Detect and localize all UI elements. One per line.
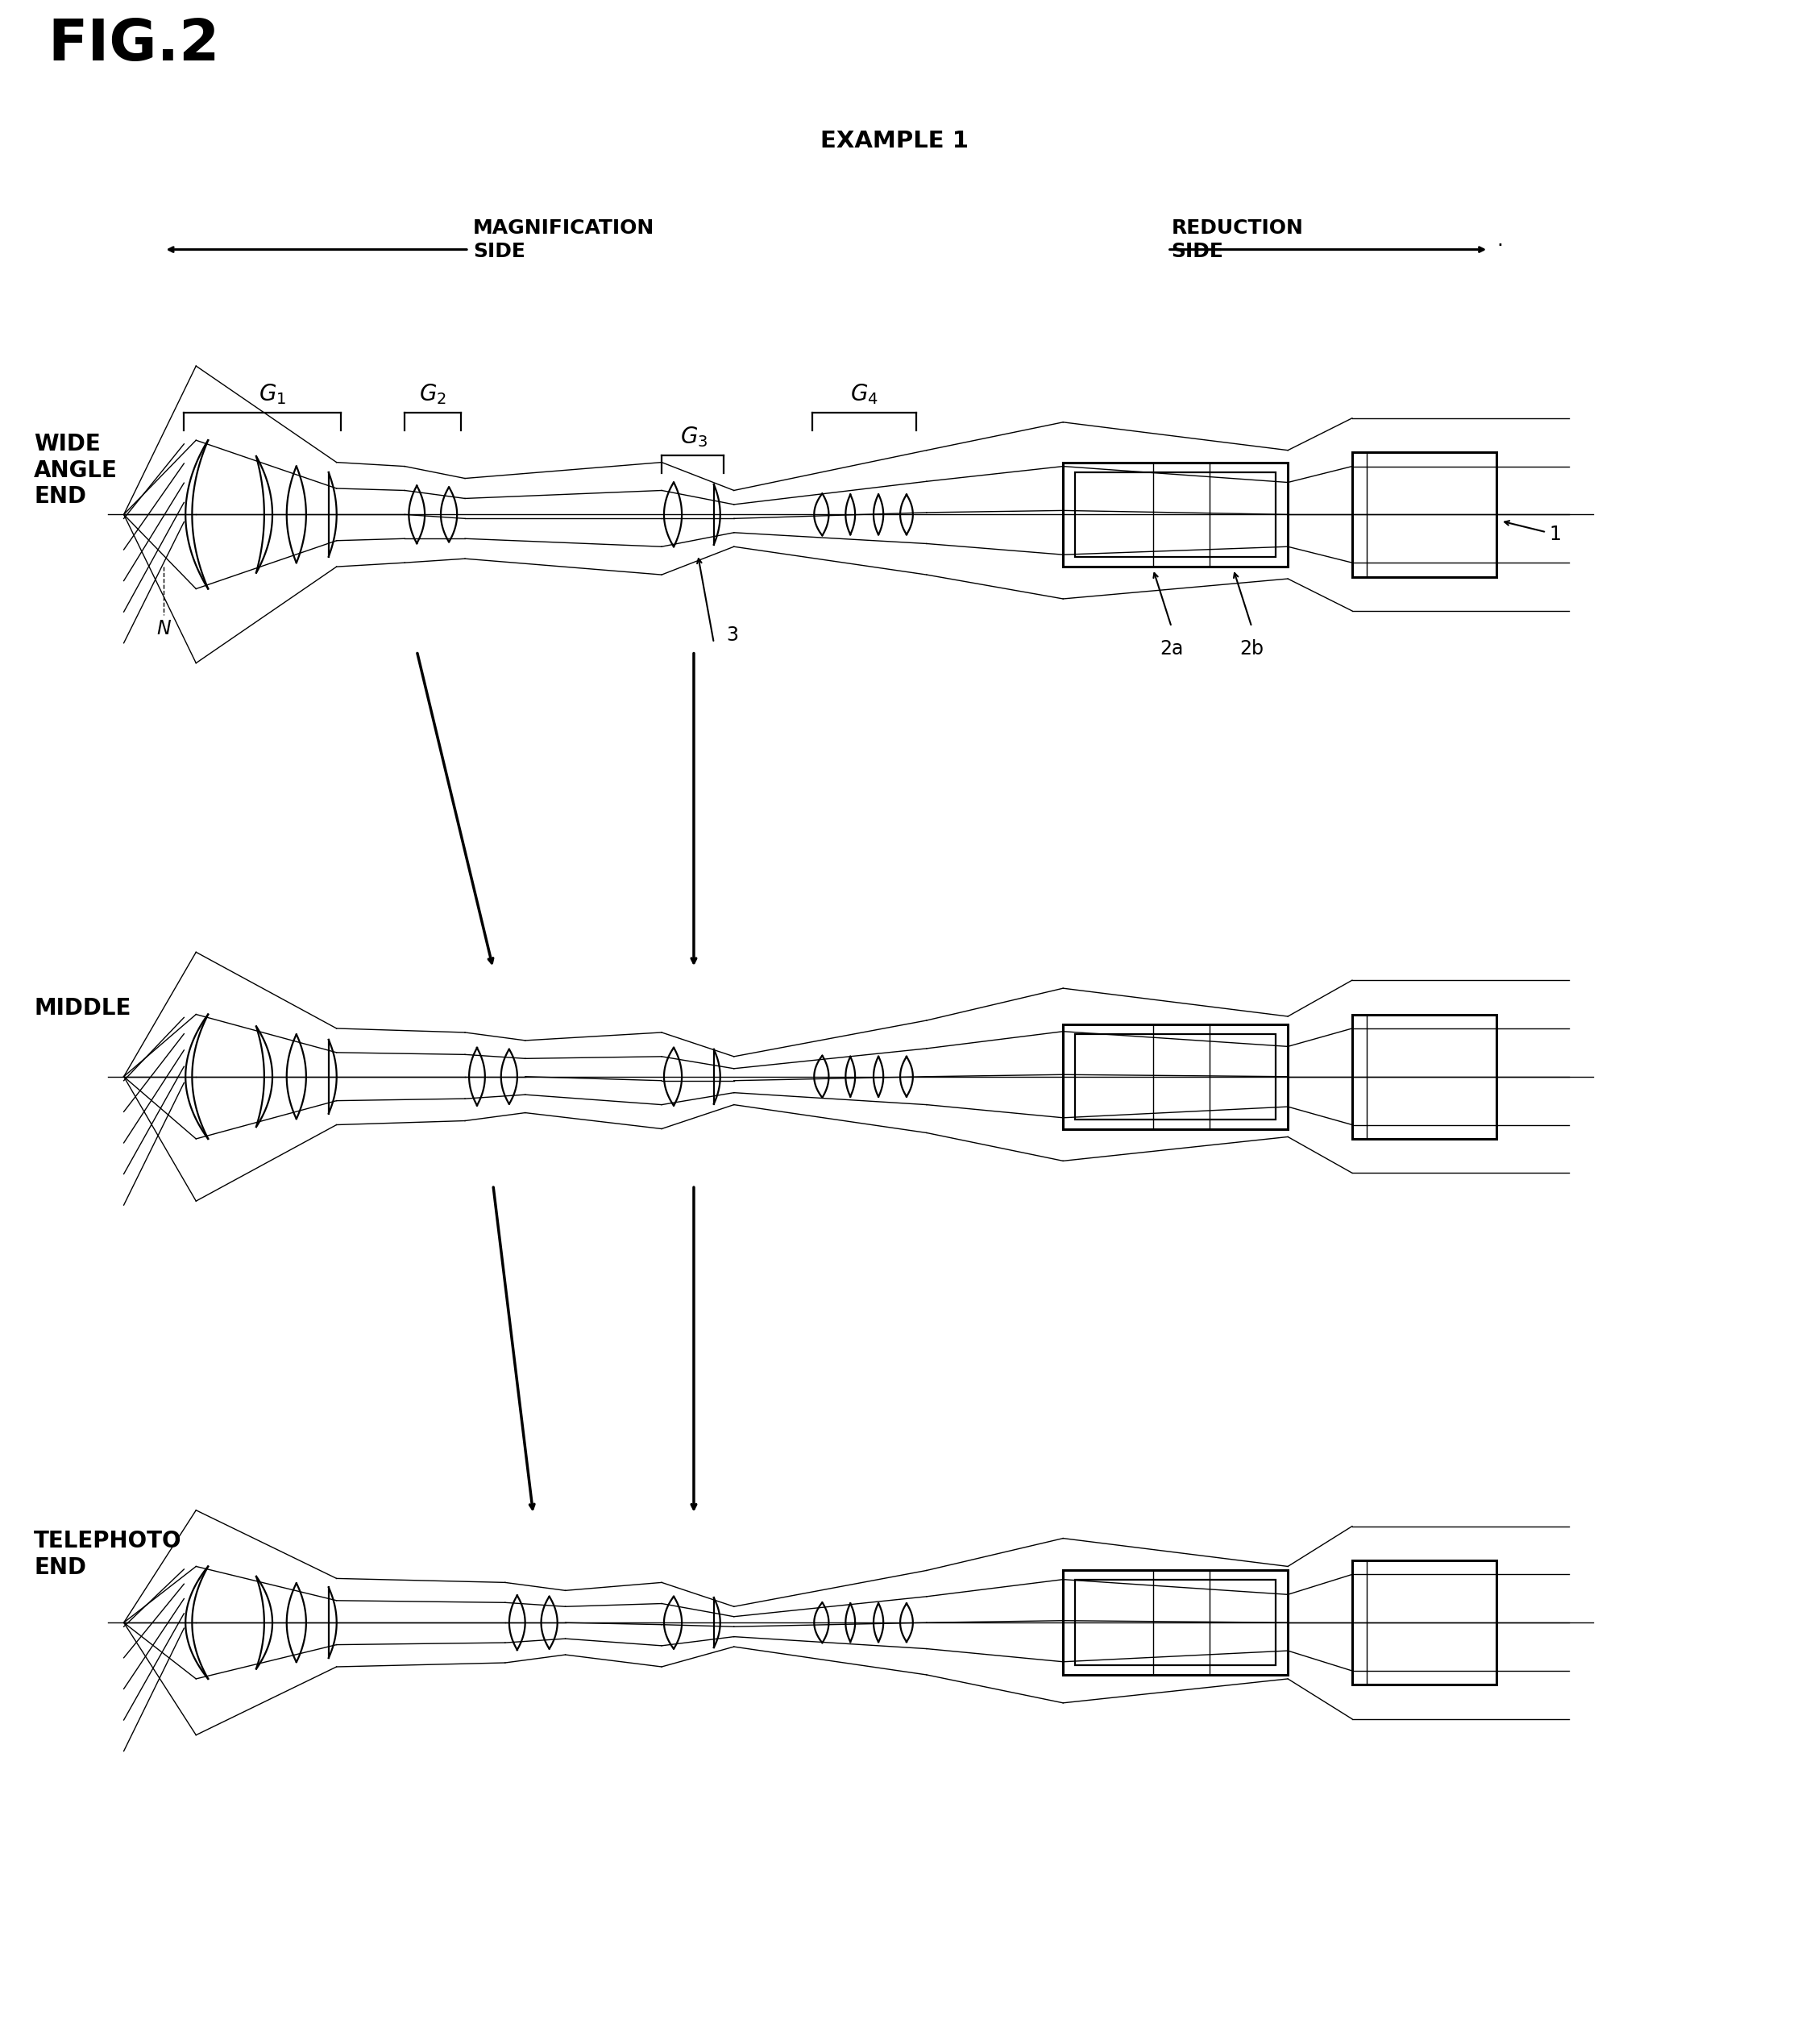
Bar xyxy=(1352,1014,1497,1139)
Bar xyxy=(1352,1560,1497,1684)
Text: FIG.2: FIG.2 xyxy=(47,16,219,74)
Text: .: . xyxy=(1497,231,1503,249)
Bar xyxy=(1063,1024,1287,1128)
Text: MAGNIFICATION
SIDE: MAGNIFICATION SIDE xyxy=(473,219,654,262)
Text: EXAMPLE 1: EXAMPLE 1 xyxy=(821,131,968,153)
Bar xyxy=(1076,472,1277,558)
Text: N: N xyxy=(156,619,170,638)
Text: 1: 1 xyxy=(1549,525,1560,544)
Text: 3: 3 xyxy=(726,625,739,644)
Bar xyxy=(1063,1570,1287,1674)
Text: $G_3$: $G_3$ xyxy=(680,425,708,450)
Bar xyxy=(1063,462,1287,566)
Text: 2a: 2a xyxy=(1160,640,1183,658)
Text: $G_4$: $G_4$ xyxy=(850,382,879,407)
Bar xyxy=(1352,452,1497,576)
Text: WIDE
ANGLE
END: WIDE ANGLE END xyxy=(34,433,118,507)
Text: 2b: 2b xyxy=(1239,640,1264,658)
Bar xyxy=(1076,1034,1277,1120)
Text: $G_2$: $G_2$ xyxy=(420,382,446,407)
Bar xyxy=(1076,1580,1277,1666)
Text: MIDDLE: MIDDLE xyxy=(34,997,131,1020)
Text: REDUCTION
SIDE: REDUCTION SIDE xyxy=(1171,219,1304,262)
Text: $G_1$: $G_1$ xyxy=(258,382,287,407)
Text: TELEPHOTO
END: TELEPHOTO END xyxy=(34,1531,181,1578)
